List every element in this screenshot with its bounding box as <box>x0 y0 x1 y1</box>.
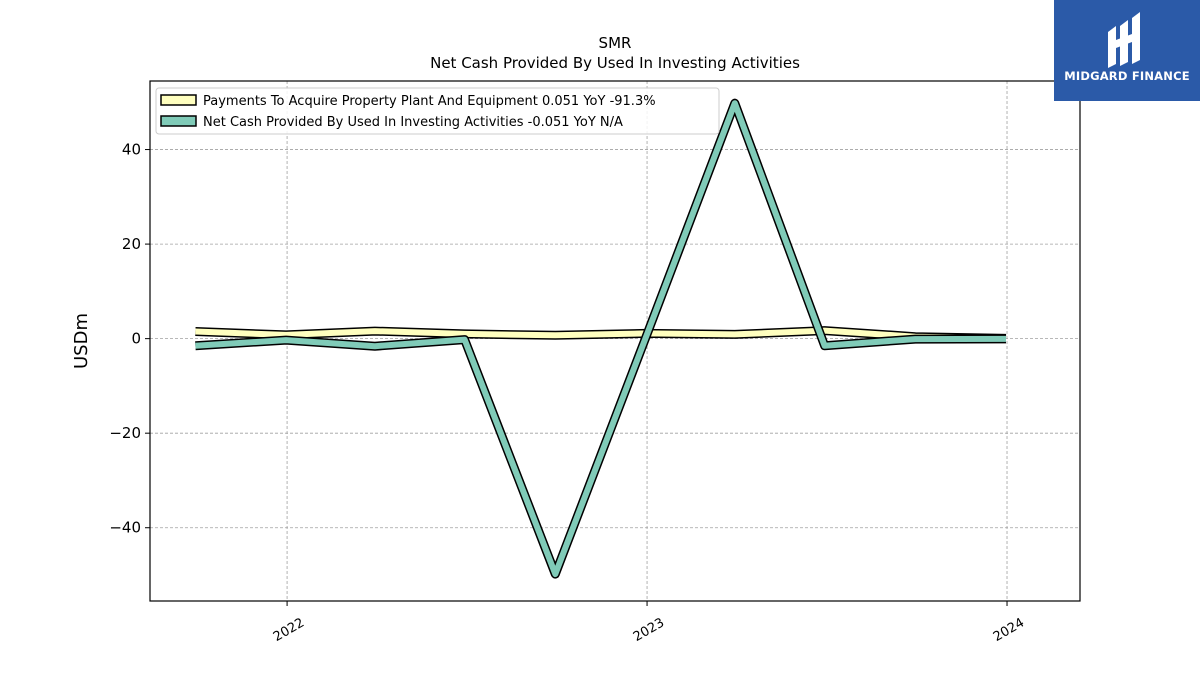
y-tick-label: −20 <box>109 424 141 442</box>
y-tick-label: 20 <box>122 235 141 253</box>
midgard-finance-logo: MIDGARD FINANCE <box>1054 0 1200 101</box>
chart-subtitle: Net Cash Provided By Used In Investing A… <box>430 54 800 72</box>
data-point <box>194 330 197 333</box>
data-point <box>914 338 917 341</box>
y-tick-label: −40 <box>109 519 141 537</box>
legend-swatch-net-cash <box>160 115 197 127</box>
data-point <box>823 344 826 347</box>
legend-label-net-cash: Net Cash Provided By Used In Investing A… <box>203 115 623 130</box>
series-line <box>195 100 1007 578</box>
chart-title: SMR <box>599 34 632 52</box>
x-tick-label: 2022 <box>271 615 307 645</box>
logo-text: MIDGARD FINANCE <box>1064 69 1190 83</box>
y-axis-label: USDm <box>71 313 92 369</box>
legend-box <box>155 87 720 135</box>
x-tick-label: 2023 <box>631 615 667 645</box>
legend-swatch-payments <box>160 94 197 106</box>
series-line <box>195 327 1007 342</box>
legend-label-payments: Payments To Acquire Property Plant And E… <box>203 94 656 109</box>
series-lines <box>194 98 1008 579</box>
data-point <box>554 334 557 337</box>
y-tick-label: 40 <box>122 141 141 159</box>
data-point <box>1005 337 1008 340</box>
data-point <box>554 573 557 576</box>
midgard-logo-icon <box>1108 12 1140 68</box>
x-tick-label: 2024 <box>991 615 1027 645</box>
data-point <box>463 332 466 335</box>
data-point <box>645 335 648 338</box>
data-point <box>194 344 197 347</box>
data-point <box>373 330 376 333</box>
axis-ticks: 40 20 0 −20 −40 2022 2023 2024 <box>109 141 1027 645</box>
data-point <box>733 333 736 336</box>
data-point <box>373 345 376 348</box>
legend: Payments To Acquire Property Plant And E… <box>155 87 720 135</box>
series-1 <box>194 98 1008 579</box>
plot-frame <box>149 80 1081 602</box>
data-point <box>463 338 466 341</box>
y-tick-label: 0 <box>131 330 141 348</box>
data-point <box>733 102 736 105</box>
series-0 <box>194 326 1007 343</box>
data-point <box>285 339 288 342</box>
